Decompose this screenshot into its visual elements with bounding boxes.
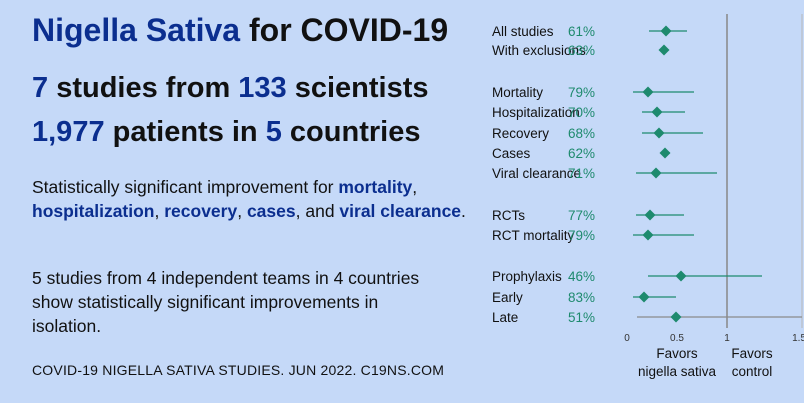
row-percent: 79% [568, 228, 595, 243]
countries-text: countries [281, 116, 421, 148]
headline-rest: for COVID-19 [240, 12, 449, 48]
headline: Nigella Sativa for COVID-19 [32, 12, 448, 49]
row-label: Viral clearance [492, 166, 581, 181]
row-label: With exclusions [492, 43, 586, 58]
row-percent: 51% [568, 310, 595, 325]
countries-count: 5 [265, 116, 282, 148]
row-percent: 63% [568, 43, 595, 58]
studies-text: studies from [48, 72, 239, 104]
outcome-mortality: mortality [338, 177, 413, 197]
row-label: Mortality [492, 85, 543, 100]
row-percent: 77% [568, 208, 595, 223]
x-tick-label: 1 [724, 333, 730, 344]
outcome-viral-clearance: viral clearance [339, 201, 462, 221]
row-label: Prophylaxis [492, 269, 562, 284]
row-percent: 83% [568, 290, 595, 305]
independent-teams-note: 5 studies from 4 independent teams in 4 … [32, 268, 420, 336]
summary-and: , and [295, 201, 340, 221]
significance-summary: Statistically significant improvement fo… [32, 175, 472, 223]
summary-panel: Nigella Sativa for COVID-19 7 studies fr… [32, 0, 482, 403]
footer-source: COVID-19 NIGELLA SATIVA STUDIES. JUN 202… [32, 362, 445, 378]
x-tick-label: 1.5+ [792, 333, 804, 344]
estimate-marker [650, 167, 662, 179]
x-tick-label: 0.5 [670, 333, 684, 344]
estimate-marker [670, 311, 682, 323]
outcome-hospitalization: hospitalization [32, 201, 155, 221]
row-label: RCTs [492, 208, 525, 223]
row-label: Hospitalization [492, 105, 580, 120]
summary-sep: , [412, 177, 418, 197]
estimate-marker [644, 209, 656, 221]
estimate-marker [658, 44, 670, 56]
row-percent: 70% [568, 105, 595, 120]
row-label: Recovery [492, 126, 549, 141]
summary-end: . [461, 201, 466, 221]
row-percent: 71% [568, 166, 595, 181]
estimate-marker [653, 127, 665, 139]
row-percent: 61% [568, 24, 595, 39]
patients-text: patients in [104, 116, 266, 148]
summary-sep: , [237, 201, 247, 221]
scientists-count: 133 [238, 72, 287, 104]
patients-count: 1,977 [32, 116, 105, 148]
studies-line: 7 studies from 133 scientists [32, 72, 429, 105]
row-percent: 62% [568, 146, 595, 161]
row-label: RCT mortality [492, 228, 575, 243]
favors-control-label: Favors [731, 346, 773, 361]
estimate-marker [642, 229, 654, 241]
estimate-marker [675, 270, 687, 282]
outcome-recovery: recovery [164, 201, 238, 221]
estimate-marker [638, 291, 650, 303]
favors-treatment-label: Favors [656, 346, 698, 361]
row-label: Cases [492, 146, 531, 161]
x-tick-label: 0 [624, 333, 630, 344]
summary-intro: Statistically significant improvement fo… [32, 177, 339, 197]
favors-control-label: control [732, 364, 773, 379]
summary-sep: , [154, 201, 165, 221]
patients-line: 1,977 patients in 5 countries [32, 116, 420, 149]
row-label: Late [492, 310, 518, 325]
estimate-marker [651, 106, 663, 118]
outcome-cases: cases [246, 201, 296, 221]
estimate-marker [660, 25, 672, 37]
row-label: All studies [492, 24, 554, 39]
scientists-text: scientists [286, 72, 429, 104]
estimate-marker [659, 147, 671, 159]
studies-count: 7 [32, 72, 49, 104]
row-label: Early [492, 290, 523, 305]
headline-drug: Nigella Sativa [32, 12, 241, 48]
row-percent: 68% [568, 126, 595, 141]
favors-treatment-label: nigella sativa [638, 364, 717, 379]
row-percent: 46% [568, 269, 595, 284]
row-percent: 79% [568, 85, 595, 100]
estimate-marker [642, 86, 654, 98]
